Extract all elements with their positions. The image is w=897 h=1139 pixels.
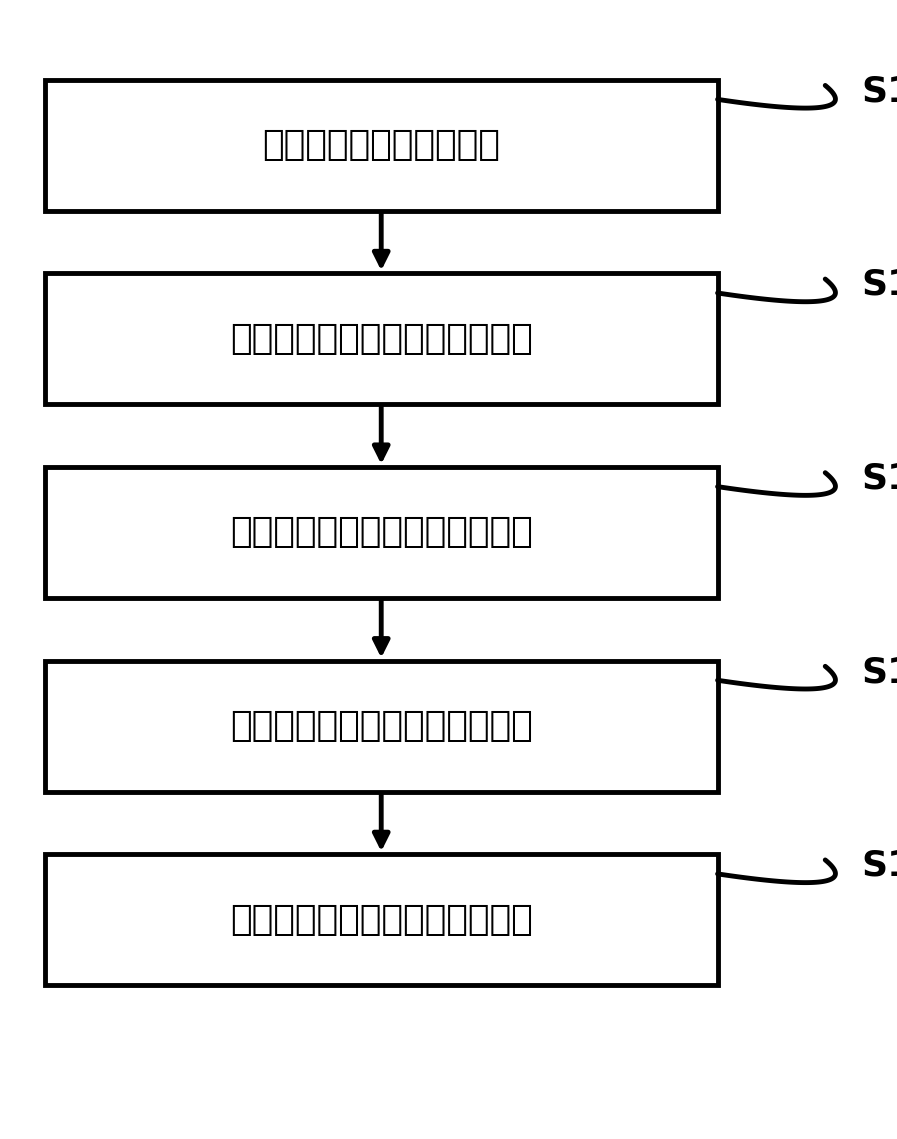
Text: 根据母线电流计算电流转矩指令: 根据母线电流计算电流转矩指令 [230,516,533,549]
Bar [45,273,718,404]
Text: S102: S102 [861,268,897,302]
Text: 获取电动车整车运行信息: 获取电动车整车运行信息 [262,129,501,162]
Text: S105: S105 [861,849,897,883]
Bar [45,661,718,792]
Text: 根据转把开度计算转把转矩指令: 根据转把开度计算转把转矩指令 [230,322,533,355]
Text: 转矩指令修正生成目标转矩指令: 转矩指令修正生成目标转矩指令 [230,903,533,936]
Bar [45,854,718,985]
Bar [45,80,718,211]
Bar [45,467,718,598]
Text: S103: S103 [861,461,897,495]
Text: 根据电压矢量计算速度转矩指令: 根据电压矢量计算速度转矩指令 [230,710,533,743]
Text: S104: S104 [861,655,897,689]
Text: S101: S101 [861,74,897,108]
